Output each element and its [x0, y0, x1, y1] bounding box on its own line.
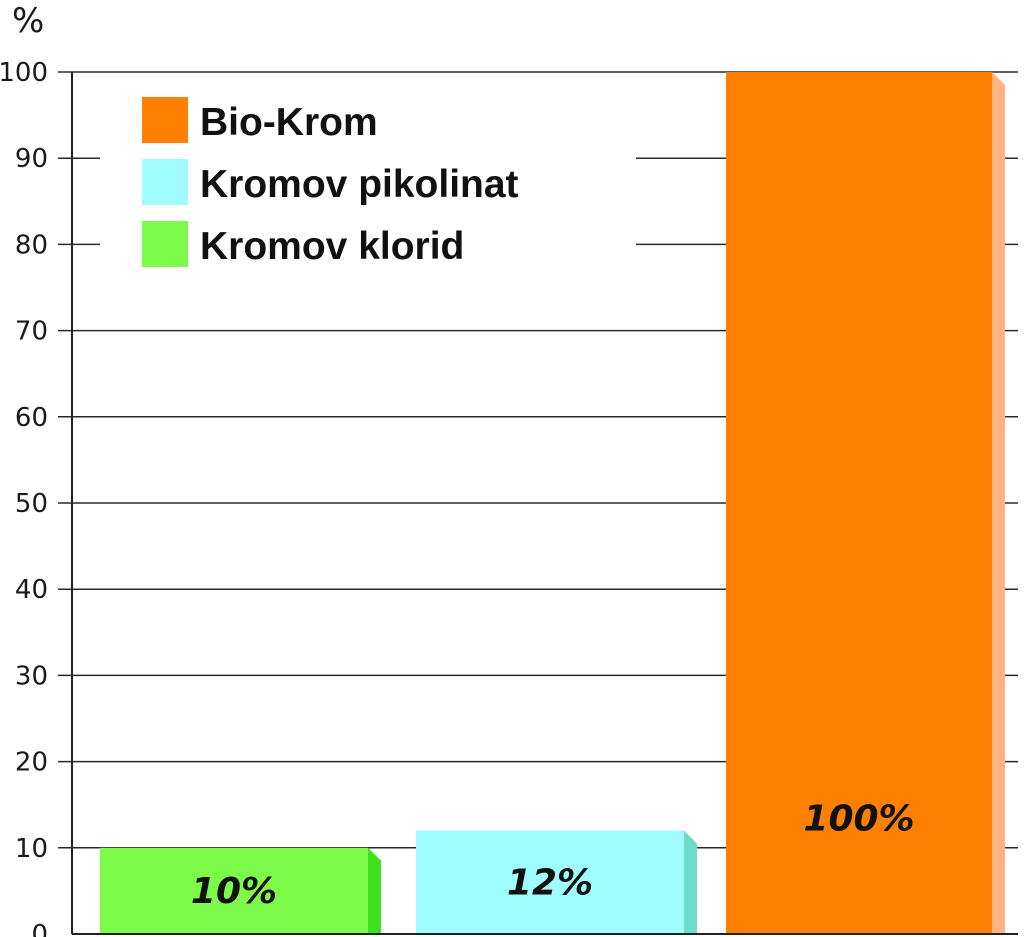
y-tick-label: 70: [15, 317, 48, 347]
y-tick-label: 0: [31, 920, 48, 937]
y-axis-unit-label: %: [12, 1, 44, 41]
y-axis-ticks: 0 10 20 30 40 50 60 70 80 90 100: [0, 58, 48, 937]
bar-bio-krom: [726, 72, 992, 934]
y-tick-label: 50: [15, 489, 48, 519]
y-tick-label: 80: [15, 230, 48, 260]
bar-side-bio-krom: [992, 72, 1005, 934]
legend-swatch: [142, 159, 188, 205]
bar-value-label: 10%: [191, 871, 277, 912]
bars: 10% 12% 100%: [100, 72, 1005, 934]
y-tick-label: 90: [15, 144, 48, 174]
legend-background: [100, 82, 636, 292]
bar-value-label: 12%: [507, 862, 593, 903]
y-tick-label: 40: [15, 575, 48, 605]
legend-label: Bio-Krom: [200, 101, 378, 144]
y-tick-label: 30: [15, 661, 48, 691]
legend: Bio-Krom Kromov pikolinat Kromov klorid: [142, 97, 519, 268]
y-tick-label: 60: [15, 403, 48, 433]
bar-side-kromov-pikolinat: [684, 830, 697, 934]
y-tick-label: 20: [15, 748, 48, 778]
legend-swatch: [142, 97, 188, 143]
bar-side-kromov-klorid: [368, 847, 381, 934]
bar-kromov-pikolinat: [416, 830, 684, 934]
legend-label: Kromov klorid: [200, 225, 464, 268]
bar-value-label: 100%: [803, 799, 914, 840]
y-tick-label: 10: [15, 834, 48, 864]
y-tick-label: 100: [0, 58, 48, 88]
bar-kromov-klorid: [100, 847, 368, 934]
legend-label: Kromov pikolinat: [200, 163, 519, 206]
legend-swatch: [142, 221, 188, 267]
